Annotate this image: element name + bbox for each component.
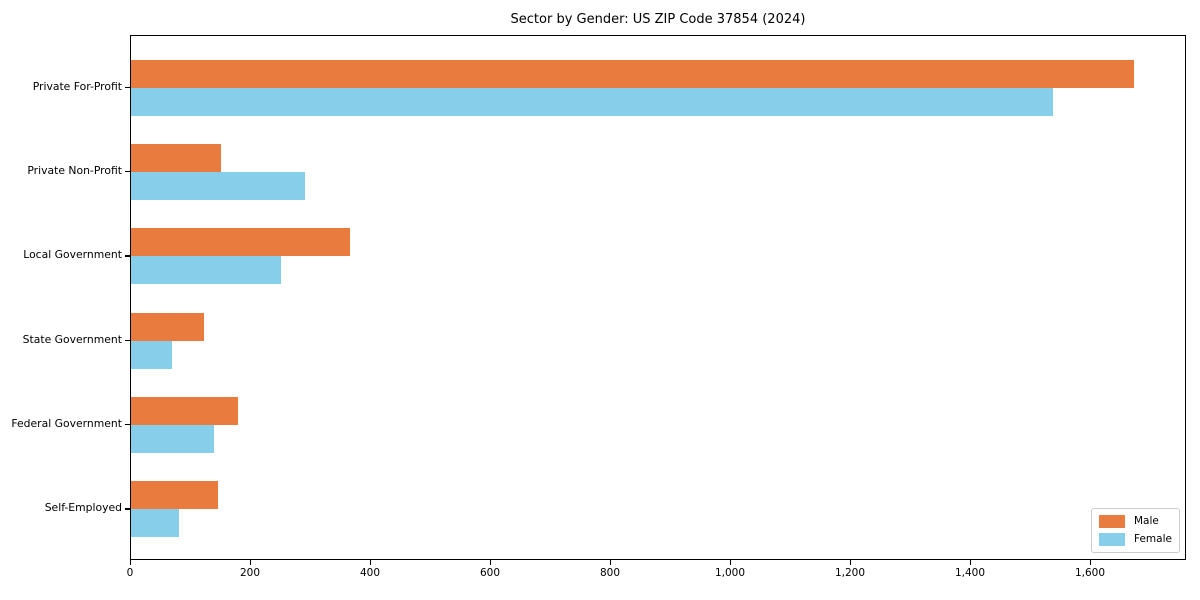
y-axis-category-label: Self-Employed [44, 501, 122, 515]
bar-male [131, 481, 219, 510]
x-axis-tick [370, 560, 372, 565]
y-axis-category-label: State Government [22, 332, 122, 346]
x-axis-tick-label: 600 [479, 567, 501, 579]
bar-female [131, 509, 179, 538]
chart-title: Sector by Gender: US ZIP Code 37854 (202… [510, 12, 806, 27]
y-axis-tick [125, 508, 130, 510]
bar-male [131, 59, 1135, 88]
legend: Male Female [1091, 508, 1180, 553]
bar-female [131, 340, 172, 369]
x-axis-tick-label: 200 [239, 567, 261, 579]
y-axis-tick [125, 255, 130, 257]
legend-label-female: Female [1134, 533, 1172, 545]
y-axis-category-label: Local Government [23, 248, 122, 262]
y-axis-category-label: Private Non-Profit [27, 163, 122, 177]
legend-item-female: Female [1099, 533, 1172, 546]
x-axis-tick [610, 560, 612, 565]
bar-female [131, 87, 1054, 116]
x-axis-tick-label: 1,400 [954, 567, 986, 579]
legend-swatch-male-icon [1099, 515, 1125, 528]
bar-female [131, 256, 282, 285]
legend-item-male: Male [1099, 515, 1172, 528]
x-axis-tick-label: 1,200 [834, 567, 866, 579]
x-axis-tick [490, 560, 492, 565]
bar-female [131, 171, 306, 200]
y-axis-category-label: Federal Government [11, 417, 122, 430]
x-axis-tick [1090, 560, 1092, 565]
x-axis-tick [850, 560, 852, 565]
x-axis-tick-label: 400 [359, 567, 381, 579]
x-axis-tick [730, 560, 732, 565]
y-axis-tick [125, 86, 130, 88]
legend-label-male: Male [1134, 515, 1159, 527]
y-axis-category-label: Private For-Profit [32, 79, 122, 93]
x-axis-tick-label: 1,600 [1074, 567, 1106, 579]
x-axis-tick [970, 560, 972, 565]
bar-male [131, 397, 239, 425]
x-axis-tick [130, 560, 132, 565]
bar-male [131, 228, 350, 257]
plot-area [130, 35, 1186, 560]
x-axis-tick-label: 0 [126, 567, 134, 579]
bar-female [131, 425, 214, 453]
y-axis-tick [125, 339, 130, 341]
x-axis-tick-label: 1,000 [714, 567, 746, 579]
x-axis-tick-label: 800 [599, 567, 621, 579]
y-axis-tick [125, 424, 130, 426]
x-axis-tick [250, 560, 252, 565]
bar-male [131, 312, 205, 341]
legend-swatch-female-icon [1099, 533, 1125, 546]
y-axis-tick [125, 170, 130, 173]
bar-male [131, 143, 221, 172]
